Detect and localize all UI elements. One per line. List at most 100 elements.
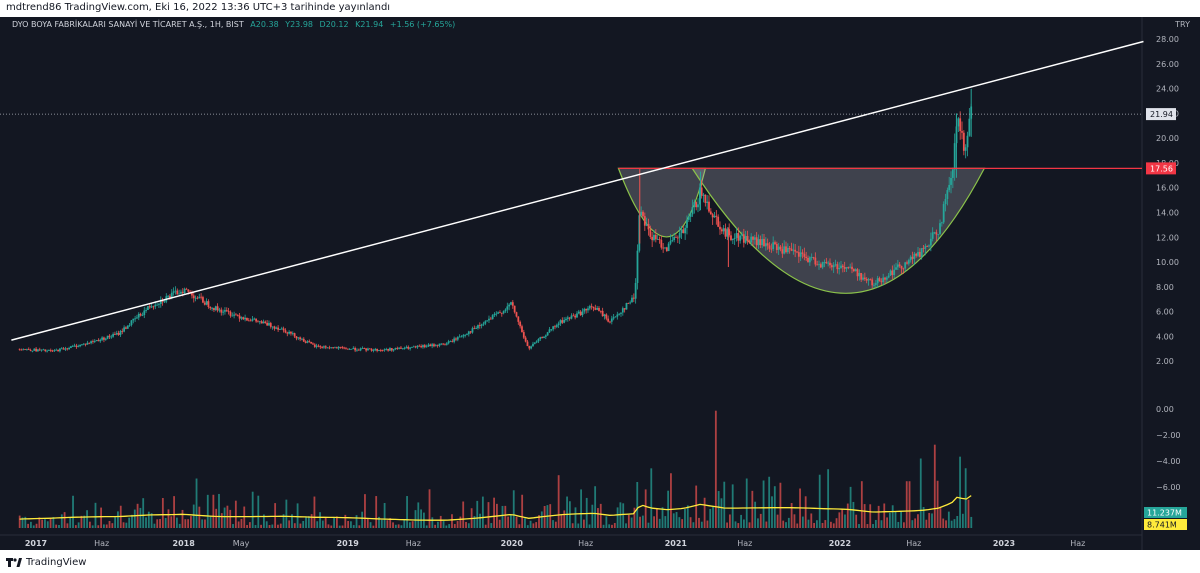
volume-bar	[38, 517, 41, 528]
volume-bar	[335, 516, 338, 528]
candle-body	[321, 347, 324, 348]
volume-bar	[945, 520, 947, 528]
volume-bar	[731, 484, 734, 528]
candle-body	[489, 318, 492, 320]
volume-bar	[599, 503, 602, 528]
volume-bar	[60, 514, 63, 528]
candle-body	[425, 346, 428, 348]
volume-bar	[964, 468, 967, 528]
candle-body	[335, 347, 338, 349]
candle-body	[115, 332, 118, 335]
volume-bar	[689, 517, 692, 528]
candle-body	[350, 348, 353, 350]
volume-bar	[344, 514, 347, 528]
volume-bar	[540, 511, 543, 528]
footer-brand: TradingView	[26, 556, 87, 568]
candle-body	[563, 319, 566, 323]
candle-body	[691, 207, 694, 215]
volume-bar	[310, 514, 313, 528]
currency-label: TRY	[1175, 20, 1190, 29]
candle-body	[154, 304, 157, 307]
candle-body	[209, 306, 212, 309]
candle-body	[117, 332, 120, 335]
volume-bar	[644, 489, 647, 528]
candle-body	[807, 257, 809, 263]
candle-body	[48, 350, 50, 351]
candle-body	[786, 247, 789, 253]
candle-body	[678, 232, 681, 238]
candle-body	[559, 320, 562, 324]
volume-bar	[313, 496, 316, 528]
candle-body	[620, 312, 622, 314]
candle-body	[942, 204, 945, 223]
candle-body	[482, 323, 485, 325]
volume-bar	[793, 514, 796, 528]
candle-body	[297, 337, 300, 339]
volume-bar	[611, 524, 613, 528]
candle-body	[70, 346, 72, 348]
candle-body	[537, 338, 540, 342]
candle-body	[863, 277, 866, 279]
candle-body	[216, 306, 219, 311]
volume-bar	[108, 520, 111, 528]
candle-body	[163, 301, 166, 303]
volume-bar	[453, 524, 456, 528]
volume-bar	[274, 503, 277, 528]
candle-body	[961, 131, 963, 133]
candle-body	[889, 270, 892, 276]
candle-body	[152, 306, 155, 308]
volume-bar	[187, 519, 190, 528]
candle-body	[680, 229, 683, 233]
candle-body	[935, 232, 938, 235]
candle-body	[418, 345, 421, 347]
candle-body	[737, 233, 740, 241]
volume-bar	[83, 515, 86, 528]
trendline[interactable]	[11, 40, 1144, 341]
volume-bar	[397, 524, 400, 528]
candle-body	[44, 349, 47, 351]
candle-body	[777, 246, 780, 250]
volume-bar	[846, 503, 849, 528]
legend-low: D20.12	[319, 20, 349, 29]
volume-bar	[538, 515, 540, 528]
candle-body	[271, 326, 274, 328]
candle-body	[702, 194, 705, 196]
volume-bar	[105, 524, 108, 528]
candle-body	[849, 266, 852, 268]
candle-body	[24, 349, 26, 351]
candle-body	[103, 337, 105, 340]
volume-bar	[111, 523, 114, 528]
volume-bar	[145, 517, 147, 528]
volume-bar	[467, 523, 470, 528]
candle-body	[647, 223, 650, 230]
chart-canvas[interactable]: 28.0026.0024.0022.0020.0018.0016.0014.00…	[0, 17, 1200, 550]
candle-body	[136, 317, 138, 319]
volume-bar	[641, 515, 644, 528]
candle-body	[689, 214, 692, 217]
candle-body	[194, 297, 197, 299]
volume-bar	[355, 515, 358, 528]
candle-body	[26, 349, 28, 350]
chart-area[interactable]: 28.0026.0024.0022.0020.0018.0016.0014.00…	[0, 17, 1200, 550]
candle-body	[367, 348, 369, 351]
candle-body	[651, 236, 654, 241]
candle-body	[649, 229, 652, 237]
candle-body	[315, 345, 318, 347]
candle-body	[211, 308, 214, 309]
candle-body	[788, 247, 791, 249]
candle-body	[33, 348, 36, 351]
candle-body	[299, 337, 302, 340]
candle-body	[330, 347, 333, 349]
candle-body	[821, 262, 824, 268]
volume-bar	[512, 490, 515, 528]
candle-body	[808, 257, 811, 263]
candle-body	[445, 343, 448, 345]
volume-bar	[190, 516, 192, 528]
footer: TradingView	[6, 554, 86, 570]
volume-bar	[574, 507, 577, 528]
candle-body	[88, 342, 91, 344]
candle-body	[495, 313, 498, 315]
candle-body	[37, 349, 39, 352]
candle-body	[279, 329, 281, 330]
volume-bar	[350, 521, 352, 528]
